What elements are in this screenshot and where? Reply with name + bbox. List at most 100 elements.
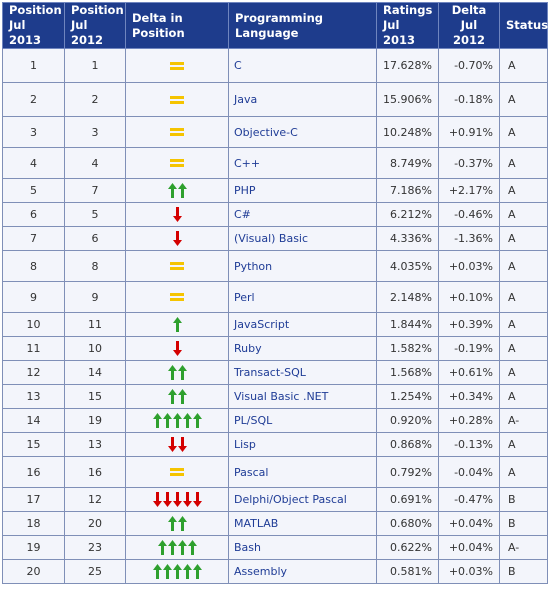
rating-cell: 0.868% <box>376 432 439 457</box>
header-programming-language[interactable]: Programming Language <box>228 2 377 49</box>
language-link[interactable]: PL/SQL <box>228 408 377 433</box>
arrow-up-icon <box>152 564 162 579</box>
position-2012-cell: 2 <box>64 82 126 117</box>
language-link[interactable]: C <box>228 48 377 83</box>
position-2013-cell: 2 <box>2 82 65 117</box>
language-link[interactable]: (Visual) Basic <box>228 226 377 251</box>
table-row: 2 2 Java 15.906% -0.18% A <box>2 82 548 117</box>
position-2012-cell: 11 <box>64 312 126 337</box>
language-link[interactable]: PHP <box>228 178 377 203</box>
position-2013-cell: 16 <box>2 456 65 488</box>
table-row: 9 9 Perl 2.148% +0.10% A <box>2 281 548 313</box>
language-link[interactable]: Transact-SQL <box>228 360 377 385</box>
arrow-up-icon <box>167 183 177 198</box>
header-delta-position[interactable]: Delta in Position <box>125 2 229 49</box>
delta-position-cell <box>125 226 229 251</box>
position-2013-cell: 12 <box>2 360 65 385</box>
language-link[interactable]: C++ <box>228 147 377 179</box>
language-link[interactable]: Pascal <box>228 456 377 488</box>
position-2012-cell: 3 <box>64 116 126 148</box>
arrow-down-icon <box>172 341 182 356</box>
arrow-up-icon <box>167 389 187 404</box>
table-row: 19 23 Bash 0.622% +0.04% A- <box>2 535 548 560</box>
arrow-down-icon <box>172 341 182 356</box>
arrow-up-icon <box>167 540 177 555</box>
status-cell: A <box>499 82 548 117</box>
rating-cell: 8.749% <box>376 147 439 179</box>
rating-cell: 0.622% <box>376 535 439 560</box>
position-2012-cell: 1 <box>64 48 126 83</box>
delta-2012-cell: +0.61% <box>438 360 500 385</box>
arrow-up-icon <box>162 564 172 579</box>
delta-2012-cell: +0.39% <box>438 312 500 337</box>
language-link[interactable]: Visual Basic .NET <box>228 384 377 409</box>
delta-position-cell <box>125 487 229 512</box>
delta-2012-cell: -0.70% <box>438 48 500 83</box>
status-cell: B <box>499 487 548 512</box>
delta-position-cell <box>125 147 229 179</box>
arrow-up-icon <box>172 564 182 579</box>
header-status[interactable]: Status <box>499 2 548 49</box>
arrow-up-icon <box>157 540 167 555</box>
language-link[interactable]: MATLAB <box>228 511 377 536</box>
arrow-up-icon <box>177 365 187 380</box>
language-link[interactable]: Assembly <box>228 559 377 584</box>
status-cell: A- <box>499 408 548 433</box>
table-row: 15 13 Lisp 0.868% -0.13% A <box>2 432 548 457</box>
language-link[interactable]: JavaScript <box>228 312 377 337</box>
delta-position-cell <box>125 312 229 337</box>
table-row: 20 25 Assembly 0.581% +0.03% B <box>2 559 548 584</box>
arrow-down-icon <box>177 437 187 452</box>
position-2012-cell: 16 <box>64 456 126 488</box>
delta-2012-cell: -0.19% <box>438 336 500 361</box>
delta-position-cell <box>125 456 229 488</box>
table-row: 12 14 Transact-SQL 1.568% +0.61% A <box>2 360 548 385</box>
rating-cell: 0.691% <box>376 487 439 512</box>
position-2013-cell: 18 <box>2 511 65 536</box>
equal-icon <box>170 262 184 270</box>
rating-cell: 1.844% <box>376 312 439 337</box>
arrow-down-icon <box>152 492 202 507</box>
table-row: 13 15 Visual Basic .NET 1.254% +0.34% A <box>2 384 548 409</box>
table-row: 10 11 JavaScript 1.844% +0.39% A <box>2 312 548 337</box>
delta-position-cell <box>125 48 229 83</box>
position-2012-cell: 15 <box>64 384 126 409</box>
language-link[interactable]: Lisp <box>228 432 377 457</box>
header-ratings[interactable]: Ratings Jul 2013 <box>376 2 439 49</box>
position-2013-cell: 5 <box>2 178 65 203</box>
delta-position-cell <box>125 511 229 536</box>
equal-icon <box>170 468 184 476</box>
delta-position-cell <box>125 384 229 409</box>
arrow-up-icon <box>167 365 187 380</box>
language-link[interactable]: Ruby <box>228 336 377 361</box>
position-2012-cell: 7 <box>64 178 126 203</box>
language-link[interactable]: Perl <box>228 281 377 313</box>
position-2013-cell: 1 <box>2 48 65 83</box>
position-2013-cell: 15 <box>2 432 65 457</box>
language-link[interactable]: Bash <box>228 535 377 560</box>
position-2013-cell: 7 <box>2 226 65 251</box>
arrow-up-icon <box>167 516 177 531</box>
language-link[interactable]: Delphi/Object Pascal <box>228 487 377 512</box>
delta-2012-cell: -0.46% <box>438 202 500 227</box>
delta-2012-cell: +2.17% <box>438 178 500 203</box>
rating-cell: 15.906% <box>376 82 439 117</box>
arrow-down-icon <box>167 437 187 452</box>
table-row: 7 6 (Visual) Basic 4.336% -1.36% A <box>2 226 548 251</box>
rating-cell: 4.035% <box>376 250 439 282</box>
position-2012-cell: 13 <box>64 432 126 457</box>
status-cell: A <box>499 202 548 227</box>
language-link[interactable]: Java <box>228 82 377 117</box>
delta-2012-cell: -0.13% <box>438 432 500 457</box>
language-link[interactable]: C# <box>228 202 377 227</box>
delta-position-cell <box>125 281 229 313</box>
language-link[interactable]: Objective-C <box>228 116 377 148</box>
header-delta-2012[interactable]: Delta Jul 2012 <box>438 2 500 49</box>
equal-icon <box>170 159 184 167</box>
header-position-2012[interactable]: Position Jul 2012 <box>64 2 126 49</box>
arrow-down-icon <box>162 492 172 507</box>
arrow-up-icon <box>177 183 187 198</box>
header-position-2013[interactable]: Position Jul 2013 <box>2 2 65 49</box>
arrow-up-icon <box>177 516 187 531</box>
language-link[interactable]: Python <box>228 250 377 282</box>
